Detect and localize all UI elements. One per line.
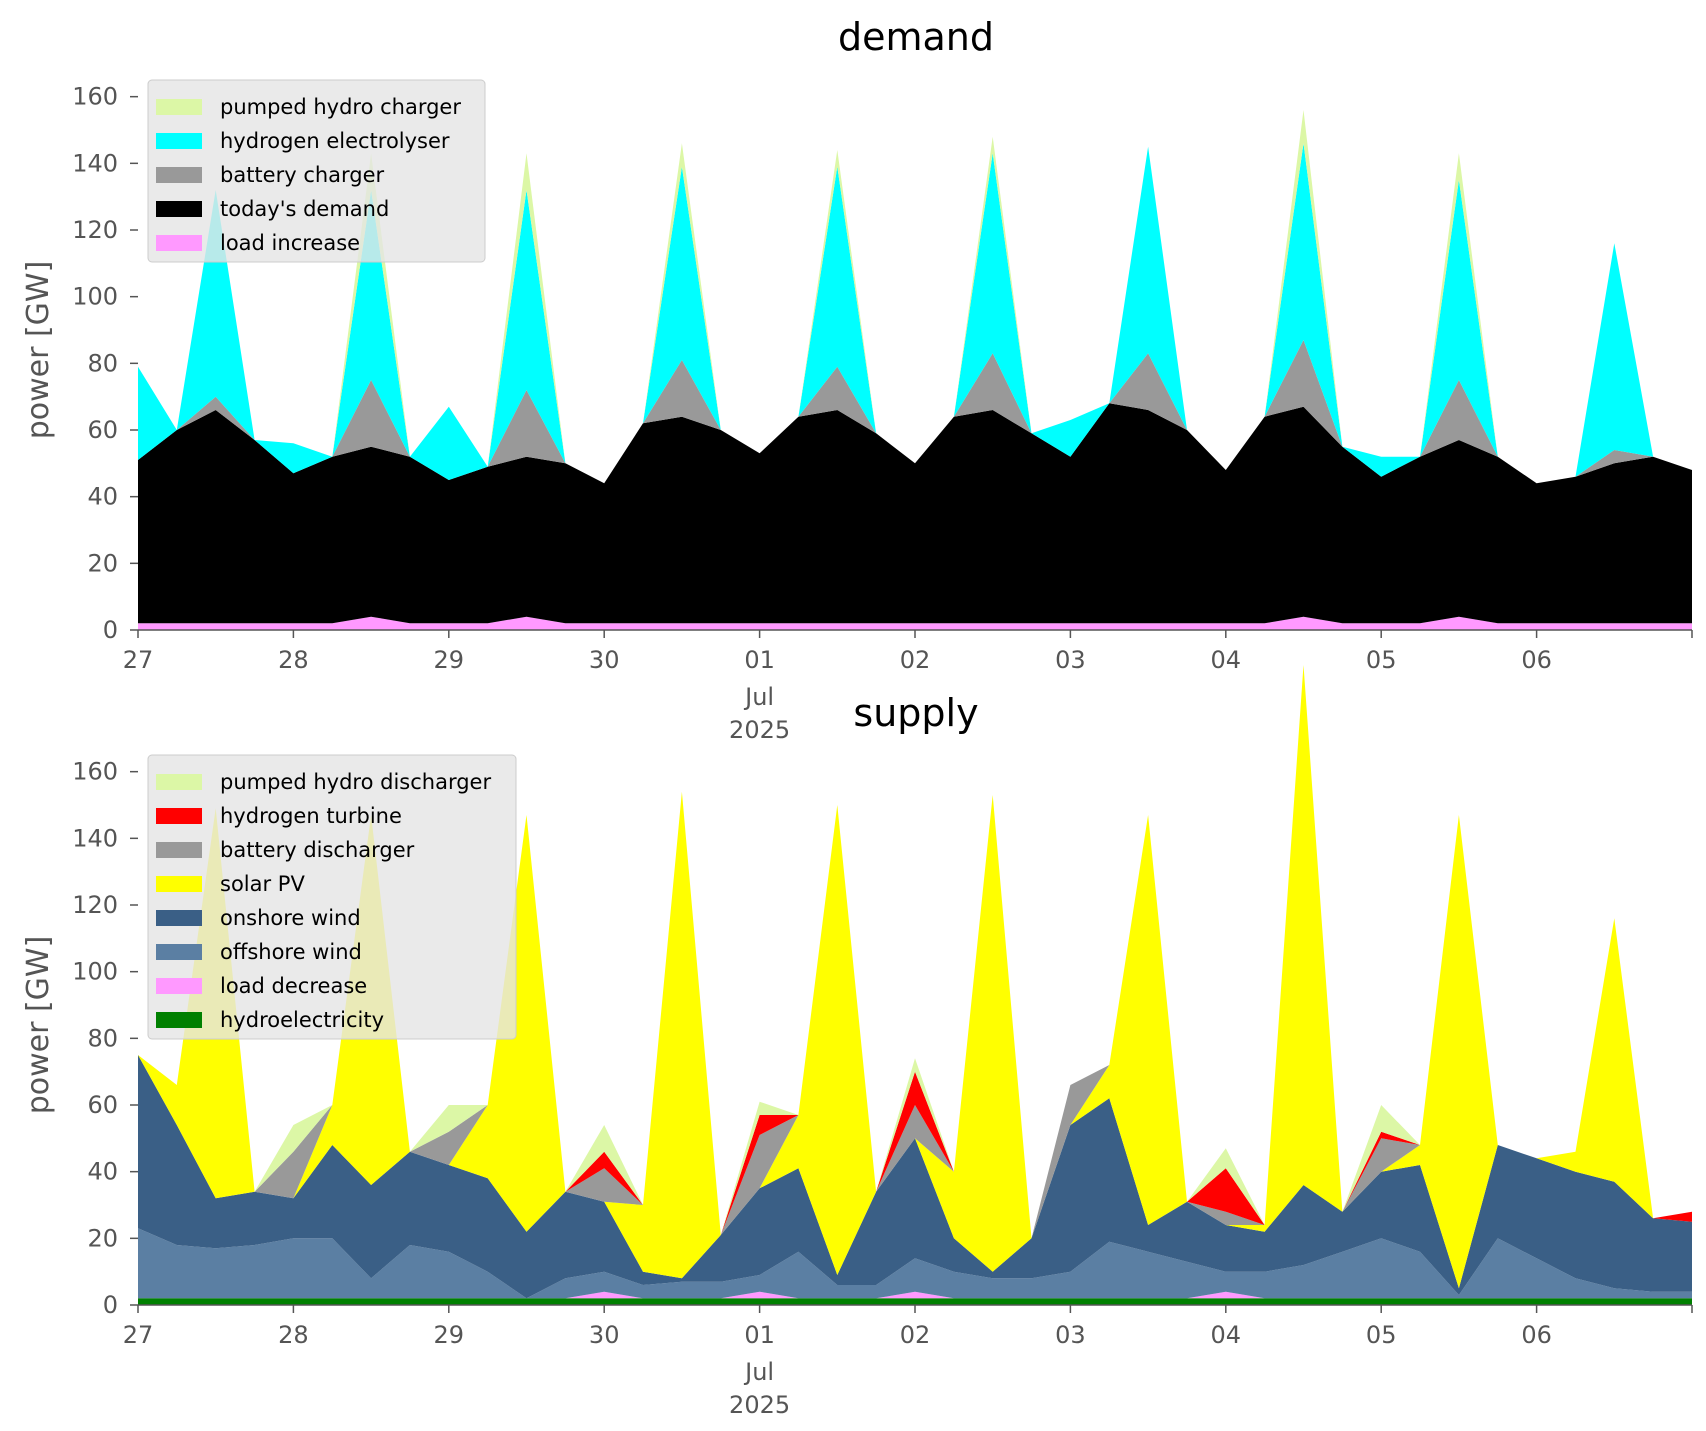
supply-x-tick-label: 28 (278, 1321, 309, 1349)
demand-legend-label-load-increase: load increase (220, 231, 360, 255)
demand-x-tick-label: 06 (1521, 646, 1552, 674)
supply-axes: 0 20 40 60 80 100 120 140 160 27 28 29 30 01 Jul 2025 02… (72, 758, 1693, 1419)
supply-y-tick-label: 140 (72, 824, 118, 852)
supply-legend-label-offshore-wind: offshore wind (220, 940, 362, 964)
supply-x-tick-label: 03 (1055, 1321, 1086, 1349)
supply-x-tick-label: 04 (1211, 1321, 1242, 1349)
demand-legend-swatch-load-increase (156, 235, 202, 251)
demand-y-tick-label: 20 (87, 549, 118, 577)
supply-x-tick-label: 01 (744, 1321, 775, 1349)
supply-legend-swatch-onshore-wind (156, 910, 202, 926)
supply-x-tick-label: 02 (900, 1321, 931, 1349)
supply-x-tick-label: 27 (123, 1321, 154, 1349)
supply-panel: supply power [GW] 0204060801001201401602… (21, 665, 1693, 1419)
demand-area-battery-charger (138, 340, 1692, 484)
supply-legend-swatch-hydrogen-turbine (156, 808, 202, 824)
supply-y-tick-label: 100 (72, 958, 118, 986)
supply-area-hydroelectricity (138, 1298, 1692, 1305)
supply-x-tick-label: 29 (434, 1321, 465, 1349)
demand-x-tick-sublabel: Jul (743, 683, 774, 711)
supply-x-tick-label: 06 (1521, 1321, 1552, 1349)
demand-y-tick-label: 120 (72, 216, 118, 244)
supply-legend-label-load-decrease: load decrease (220, 974, 367, 998)
supply-legend-label-hydrogen-turbine: hydrogen turbine (220, 804, 402, 828)
demand-title: demand (838, 15, 994, 59)
supply-y-tick-label: 0 (103, 1291, 118, 1319)
supply-y-tick-label: 80 (87, 1024, 118, 1052)
supply-legend-swatch-hydroelectricity (156, 1012, 202, 1028)
supply-legend-swatch-battery-discharger (156, 842, 202, 858)
demand-legend-box (147, 79, 486, 263)
supply-legend-label-battery-discharger: battery discharger (220, 838, 415, 862)
demand-legend-swatch-hydrogen-electrolyser (156, 133, 202, 149)
demand-area-load-increase (138, 616, 1692, 630)
supply-x-tick-label: 05 (1366, 1321, 1397, 1349)
demand-x-tick-label: 05 (1366, 646, 1397, 674)
demand-legend-swatch-pumped-hydro-charger (156, 99, 202, 115)
demand-legend-label-pumped-hydro-charger: pumped hydro charger (220, 95, 461, 119)
supply-area-load-decrease (138, 1291, 1692, 1299)
demand-x-tick-label: 27 (123, 646, 154, 674)
demand-legend-label-today-s-demand: today's demand (220, 197, 389, 221)
supply-legend-label-solar-pv: solar PV (220, 872, 305, 896)
demand-legend-swatch-today-s-demand (156, 201, 202, 217)
supply-legend-label-hydroelectricity: hydroelectricity (220, 1008, 384, 1032)
demand-y-axis-label: power [GW] (21, 261, 56, 440)
demand-y-tick-label: 100 (72, 283, 118, 311)
supply-legend-label-onshore-wind: onshore wind (220, 906, 361, 930)
supply-area-onshore-wind (138, 1055, 1692, 1299)
supply-legend-swatch-offshore-wind (156, 944, 202, 960)
demand-x-tick-label: 28 (278, 646, 309, 674)
demand-x-tick-label: 30 (589, 646, 620, 674)
supply-area-stack (138, 665, 1692, 1305)
demand-x-tick-label: 03 (1055, 646, 1086, 674)
demand-legend: pumped hydro charger hydrogen electrolyse… (147, 79, 486, 263)
supply-area-offshore-wind (138, 1228, 1692, 1299)
demand-x-tick-label: 01 (744, 646, 775, 674)
supply-legend: pumped hydro discharger hydrogen turbine b… (147, 754, 517, 1040)
supply-y-axis-label: power [GW] (21, 936, 56, 1115)
demand-legend-label-battery-charger: battery charger (220, 163, 385, 187)
supply-y-tick-label: 20 (87, 1224, 118, 1252)
demand-legend-label-hydrogen-electrolyser: hydrogen electrolyser (220, 129, 450, 153)
demand-legend-swatch-battery-charger (156, 167, 202, 183)
demand-x-tick-label: 02 (900, 646, 931, 674)
demand-y-tick-label: 60 (87, 416, 118, 444)
supply-x-tick-label: 30 (589, 1321, 620, 1349)
demand-panel: demand power [GW] 0204060801001201401602… (21, 15, 1693, 744)
supply-legend-label-pumped-hydro-discharger: pumped hydro discharger (220, 770, 491, 794)
supply-area-solar-pv (138, 665, 1692, 1289)
supply-legend-swatch-pumped-hydro-discharger (156, 774, 202, 790)
supply-y-tick-label: 40 (87, 1158, 118, 1186)
supply-area-battery-discharger (138, 665, 1692, 1239)
demand-x-tick-label: 04 (1211, 646, 1242, 674)
supply-x-tick-sublabel: 2025 (729, 1391, 790, 1419)
demand-y-tick-label: 160 (72, 83, 118, 111)
supply-y-tick-label: 160 (72, 758, 118, 786)
demand-x-tick-label: 29 (434, 646, 465, 674)
demand-area-stack (138, 110, 1692, 630)
supply-legend-swatch-solar-pv (156, 876, 202, 892)
demand-area-hydrogen-electrolyser (138, 143, 1692, 484)
supply-legend-box (147, 754, 517, 1040)
supply-x-tick-sublabel: Jul (743, 1358, 774, 1386)
demand-y-tick-label: 0 (103, 616, 118, 644)
supply-title: supply (853, 691, 978, 735)
demand-y-tick-label: 80 (87, 349, 118, 377)
demand-axes: 0 20 40 60 80 100 120 140 160 27 28 29 30 01 Jul 2025 02… (72, 83, 1693, 744)
demand-y-tick-label: 40 (87, 483, 118, 511)
supply-y-tick-label: 60 (87, 1091, 118, 1119)
supply-legend-swatch-load-decrease (156, 978, 202, 994)
demand-area-today-s-demand (138, 403, 1692, 624)
demand-x-tick-sublabel: 2025 (729, 716, 790, 744)
demand-y-tick-label: 140 (72, 149, 118, 177)
supply-y-tick-label: 120 (72, 891, 118, 919)
